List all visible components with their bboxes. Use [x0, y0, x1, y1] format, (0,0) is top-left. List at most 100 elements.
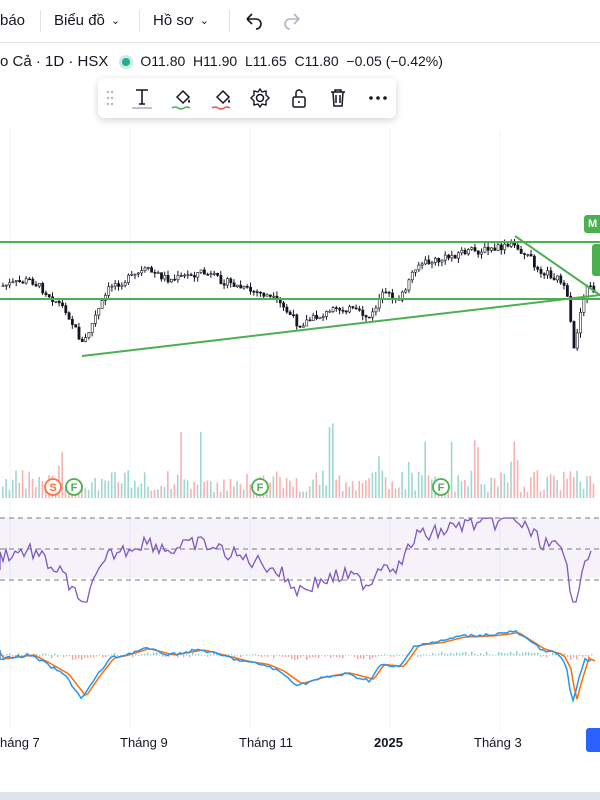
- macd-histogram-bar: [345, 654, 347, 656]
- delete-button[interactable]: [324, 84, 352, 112]
- candle-body: [539, 269, 543, 274]
- volume-bar: [417, 471, 420, 498]
- candle-body: [24, 278, 28, 284]
- volume-bar: [124, 472, 126, 498]
- volume-bar: [101, 478, 103, 498]
- line-color-button[interactable]: [168, 84, 196, 112]
- toolbar-divider: [229, 10, 230, 32]
- macd-histogram-bar: [510, 651, 512, 656]
- redo-button[interactable]: [283, 2, 303, 44]
- ascending-trendline: [81, 294, 600, 357]
- volume-bar: [506, 482, 509, 498]
- volume-bar: [2, 486, 4, 498]
- volume-bar: [500, 472, 502, 498]
- volume-bar: [473, 440, 476, 498]
- macd-histogram-bar: [213, 652, 215, 656]
- ohlc-values: O11.80 H11.90 L11.65 C11.80 −0.05 (−0.42…: [140, 53, 443, 69]
- candle-body: [387, 291, 391, 294]
- volume-bar: [114, 471, 116, 498]
- settings-button[interactable]: [246, 84, 274, 112]
- macd-histogram-bar: [363, 655, 365, 659]
- chart-menu-label: Biểu đồ: [54, 12, 105, 29]
- alerts-button[interactable]: báo: [0, 0, 25, 42]
- volume-bar: [549, 474, 552, 498]
- macd-histogram-bar: [183, 655, 185, 658]
- candle-body: [206, 273, 210, 276]
- candle-body: [80, 338, 84, 342]
- macd-histogram-bar: [366, 655, 368, 657]
- volume-bar: [533, 472, 535, 498]
- volume-bar: [107, 481, 110, 498]
- undo-button[interactable]: [243, 2, 263, 44]
- rsi-band: [0, 518, 600, 578]
- candle-body: [28, 278, 31, 281]
- volume-bar: [322, 470, 324, 498]
- candle-body: [298, 325, 302, 328]
- volume-bar: [173, 484, 176, 498]
- bottom-scrollbar[interactable]: [0, 792, 600, 800]
- volume-bar: [5, 479, 7, 498]
- macd-histogram-bar: [57, 655, 59, 658]
- candle-body: [57, 300, 61, 304]
- macd-line: [0, 629, 592, 704]
- event-marker-icon: [65, 478, 83, 496]
- symbol-name[interactable]: o Cả · 1D · HSX: [0, 53, 109, 70]
- time-tick: Tháng 3: [474, 735, 522, 750]
- candle-body: [163, 275, 167, 280]
- candle-body: [170, 278, 173, 283]
- macd-histogram-bar: [303, 655, 305, 657]
- macd-histogram-bar: [456, 652, 458, 656]
- scroll-to-realtime-button[interactable]: [586, 728, 600, 752]
- macd-histogram-bar: [93, 655, 95, 658]
- candle-body: [265, 294, 269, 297]
- candle-body: [575, 332, 579, 349]
- volume-bar: [160, 485, 162, 498]
- time-axis[interactable]: háng 7 Tháng 9 Tháng 11 2025 Tháng 3: [0, 730, 600, 754]
- volume-bar: [275, 471, 278, 498]
- more-button[interactable]: [364, 84, 392, 112]
- candle-body: [100, 300, 104, 309]
- volume-bar: [246, 474, 248, 498]
- volume-bar: [592, 483, 595, 498]
- text-tool-button[interactable]: [128, 84, 156, 112]
- macd-histogram-bar: [330, 655, 332, 659]
- lock-button[interactable]: [285, 84, 313, 112]
- candle-body: [532, 255, 536, 268]
- candle-body: [64, 305, 68, 314]
- macd-histogram-bar: [552, 652, 554, 656]
- macd-histogram-bar: [159, 654, 161, 656]
- macd-histogram-bar: [396, 654, 398, 656]
- candle-body: [348, 306, 352, 313]
- volume-bar: [569, 471, 572, 498]
- volume-bar: [272, 476, 275, 498]
- fill-color-button[interactable]: [208, 84, 236, 112]
- volume-bar: [308, 486, 311, 498]
- toolbar-divider: [40, 10, 41, 32]
- drag-handle-icon[interactable]: [106, 90, 114, 106]
- candle-body: [47, 294, 51, 298]
- candle-body: [437, 257, 441, 263]
- candle-body: [516, 244, 520, 250]
- candle-body: [87, 332, 91, 338]
- macd-histogram-bar: [531, 653, 533, 656]
- price-label-tag-2: [592, 244, 600, 276]
- macd-histogram-bar: [546, 655, 548, 658]
- event-marker-label: F: [257, 482, 264, 494]
- trendlines[interactable]: [0, 235, 600, 357]
- candle-body: [572, 321, 576, 349]
- volume-bar: [563, 472, 565, 498]
- candle-body: [344, 310, 348, 313]
- macd-histogram-bar: [561, 655, 563, 657]
- candle-body: [473, 247, 477, 252]
- profile-menu-button[interactable]: Hồ sơ ⌄: [153, 0, 209, 42]
- chart-menu-button[interactable]: Biểu đồ ⌄: [54, 0, 120, 42]
- open-value: O11.80: [140, 53, 186, 69]
- volume-bar: [447, 488, 450, 498]
- macd-histogram-bar: [273, 655, 275, 659]
- candle-body: [166, 275, 170, 283]
- market-status-icon: [122, 57, 131, 66]
- macd-histogram-bar: [42, 653, 44, 656]
